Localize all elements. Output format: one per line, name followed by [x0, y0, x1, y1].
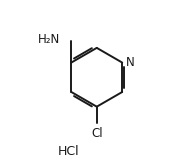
- Text: N: N: [126, 56, 135, 69]
- Text: Cl: Cl: [91, 127, 103, 140]
- Text: HCl: HCl: [57, 145, 79, 158]
- Text: H₂N: H₂N: [38, 33, 60, 46]
